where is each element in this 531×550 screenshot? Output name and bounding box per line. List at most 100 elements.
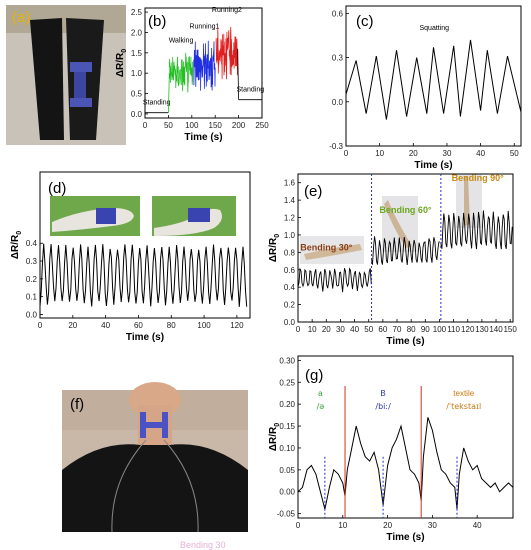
word-label: B: [380, 389, 385, 398]
xtick-label-g: 20: [383, 521, 392, 530]
ytick-label-e: 0.8: [284, 248, 296, 257]
xtick-label-e: 20: [322, 325, 331, 334]
ylabel-b: ΔR/R0: [115, 49, 128, 77]
word-label: a: [318, 389, 323, 398]
plot-frame-c: [345, 5, 522, 147]
xtick-label-b: 0: [143, 121, 148, 130]
xtick-label-g: 40: [473, 521, 482, 530]
xtick-label-d: 40: [101, 321, 110, 330]
ytick-label-d: 0.4: [26, 239, 38, 248]
ytick-label-d: 0.1: [26, 293, 38, 302]
series-running2: [215, 26, 239, 80]
series-speech: [297, 417, 514, 510]
panel-label-g: (g): [305, 367, 323, 384]
xtick-label-e: 40: [350, 325, 359, 334]
series-bending: [440, 210, 513, 250]
panel-label-b: (b): [148, 13, 166, 30]
xtick-label-d: 20: [68, 321, 77, 330]
xtick-label-b: 200: [232, 121, 246, 130]
photo-d-bent: [152, 196, 236, 236]
xtick-label-b: 150: [209, 121, 223, 130]
xtick-label-c: 10: [375, 149, 384, 158]
xlabel-c: Time (s): [414, 160, 452, 171]
xtick-label-e: 70: [393, 325, 402, 334]
xtick-label-e: 30: [336, 325, 345, 334]
ytick-label-b: 0.5: [131, 90, 143, 99]
series-bending: [371, 236, 441, 265]
ytick-label-c: -0.3: [329, 142, 343, 151]
word-ipa: /ˈtekstaɪl: [446, 402, 481, 411]
xtick-label-e: 150: [503, 325, 517, 334]
xlabel-b: Time (s): [184, 132, 222, 143]
ytick-label-b: 2.0: [131, 28, 143, 37]
ytick-label-c: 0.3: [332, 54, 344, 63]
ytick-label-g: 0.10: [279, 444, 295, 453]
chart-e: 0 10 20 30 40 50 60 70 80 90 100 110 120 130 140 150 0.0…: [268, 173, 517, 347]
photo-e-30: [300, 236, 364, 264]
ytick-label-b: 0.0: [131, 110, 143, 119]
segment-label: Running1: [189, 23, 219, 30]
segment-label: Standing: [236, 87, 264, 94]
ylabel-d: ΔR/R0: [10, 231, 23, 259]
ytick-label-e: 1.2: [284, 214, 296, 223]
xtick-label-b: 50: [164, 121, 173, 130]
panel-label-f: (f): [70, 396, 84, 413]
plot-frame-b: [144, 7, 263, 119]
xtick-label-e: 100: [433, 325, 447, 334]
ytick-label-e: 0.4: [284, 283, 296, 292]
ylabel-e: ΔR/R0: [268, 234, 281, 262]
ytick-label-g: 0.20: [279, 400, 295, 409]
chart-d: 0 20 40 60 80 100 120 0.0 0.1 0.2 0.3 0.4 Time (s) ΔR…: [10, 171, 251, 343]
series-squatting: [345, 39, 522, 120]
xlabel-g: Time (s): [386, 532, 424, 543]
segment-label: Bending 30°: [300, 243, 353, 253]
xtick-label-e: 80: [407, 325, 416, 334]
segment-label: Standing: [143, 100, 171, 107]
ytick-label-b: 1.5: [131, 49, 143, 58]
xtick-label-b: 100: [185, 121, 199, 130]
xtick-label-d: 120: [230, 321, 244, 330]
xtick-label-e: 110: [447, 325, 460, 334]
xtick-label-g: 30: [428, 521, 437, 530]
ytick-label-e: 1.6: [284, 179, 296, 188]
ytick-label-g: 0.15: [279, 422, 295, 431]
chart-b: 0 50 100 150 200 250 0.0 0.5 1.0 1.5 2.0 2.5 Time (s…: [115, 7, 269, 143]
xtick-label-c: 30: [443, 149, 452, 158]
panel-label-e: (e): [304, 183, 322, 200]
segment-label: Bending 60°: [379, 205, 432, 215]
xtick-label-e: 140: [489, 325, 503, 334]
photo-f: (f): [62, 382, 248, 533]
xtick-label-e: 60: [378, 325, 387, 334]
xtick-label-c: 0: [344, 149, 349, 158]
xtick-label-b: 250: [255, 121, 269, 130]
xtick-label-d: 100: [197, 321, 211, 330]
xtick-label-c: 40: [476, 149, 485, 158]
xtick-label-c: 50: [510, 149, 519, 158]
ytick-label-c: 0.6: [332, 9, 344, 18]
ytick-label-g: -0.05: [277, 510, 296, 519]
xtick-label-e: 130: [475, 325, 489, 334]
ytick-label-e: 0.6: [284, 266, 296, 275]
ytick-label-d: 0.2: [26, 275, 38, 284]
xtick-label-e: 120: [461, 325, 475, 334]
panel-label-c: (c): [356, 13, 374, 30]
xtick-label-g: 0: [296, 521, 301, 530]
word-ipa: /ə: [317, 402, 325, 411]
ytick-label-g: 0.25: [279, 378, 295, 387]
xtick-label-d: 0: [38, 321, 43, 330]
segment-label: Bending 90°: [452, 173, 505, 183]
ytick-label-e: 0.2: [284, 301, 296, 310]
series-finger-bending: [39, 243, 248, 307]
segment-label: Running2: [212, 7, 242, 14]
chart-c: 0 10 20 30 40 50 -0.3 0.0 0.3 0.6 Time (s) (c) Squat…: [329, 5, 522, 171]
plot-frame-d: [39, 171, 251, 319]
series-running1: [193, 40, 216, 91]
series-walking: [168, 52, 194, 93]
ylabel-g: ΔR/R0: [268, 423, 281, 451]
ytick-label-e: 1.4: [284, 196, 296, 205]
xtick-label-e: 50: [364, 325, 373, 334]
chart-g: 0 10 20 30 40 -0.05 0.00 0.05 0.10 0.15 0.20 0.25 0.…: [268, 355, 514, 543]
photo-caption: Bending 30: [180, 540, 226, 550]
photo-d-straight: [50, 196, 140, 236]
